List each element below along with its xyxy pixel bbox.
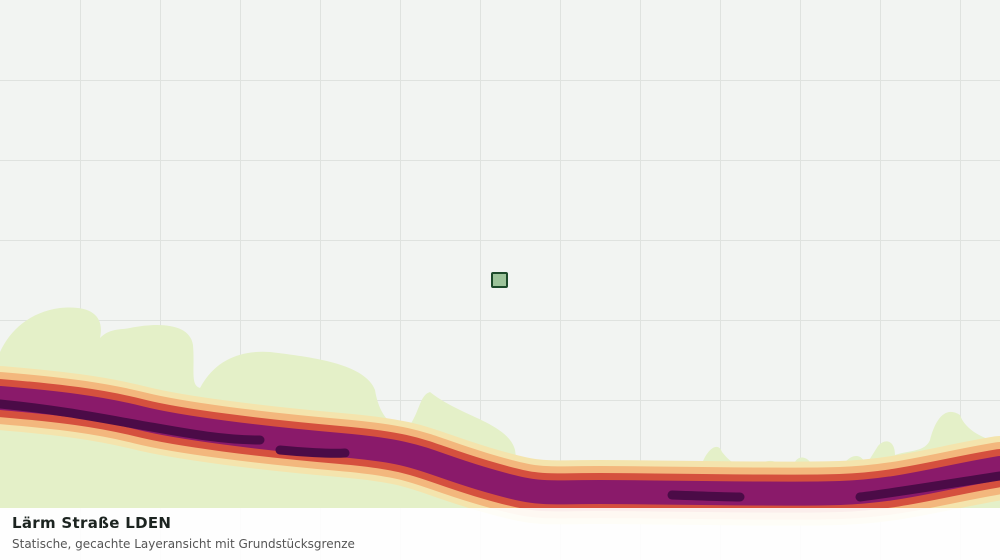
noise-band-4 (0, 386, 1000, 506)
parcel-boundary (491, 272, 508, 288)
layer-subtitle: Statische, gecachte Layeransicht mit Gru… (12, 537, 355, 551)
info-panel: Lärm Straße LDEN Statische, gecachte Lay… (0, 508, 1000, 560)
layer-title: Lärm Straße LDEN (12, 514, 172, 532)
noise-zone-low-south (60, 468, 425, 508)
noise-band-5 (0, 399, 1000, 502)
